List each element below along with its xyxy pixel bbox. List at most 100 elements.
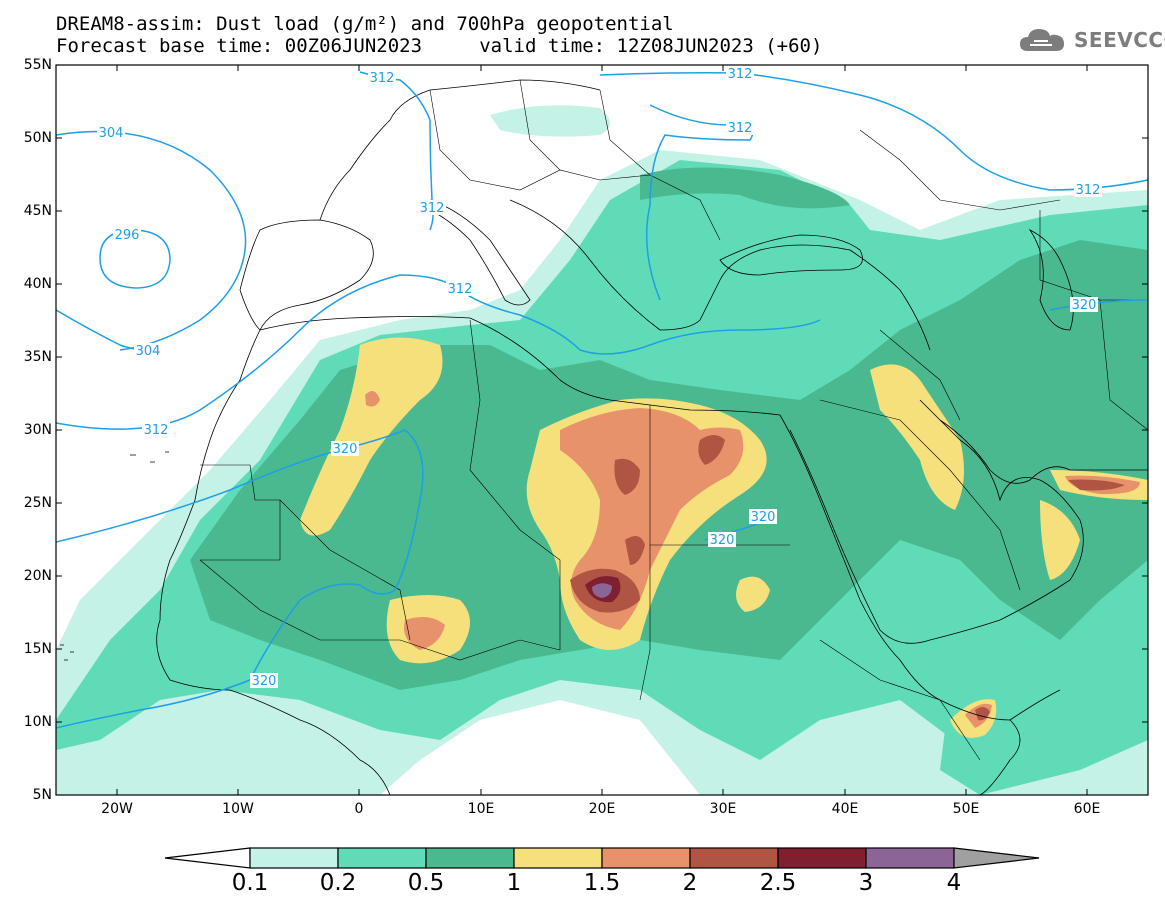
coastline-arabia <box>789 399 1084 644</box>
contour-label: 312 <box>446 281 474 297</box>
coastline-cape-verde <box>60 644 74 661</box>
coastline-italy <box>429 199 531 306</box>
lon-label: 60E <box>1073 801 1101 817</box>
contour-label-text: 304 <box>99 126 124 141</box>
coastline-iberia <box>239 219 374 331</box>
lon-label: 30E <box>709 801 737 817</box>
contour-label-text: 304 <box>136 344 161 359</box>
contour-label: 312 <box>726 66 754 82</box>
colorbar-segment <box>689 847 779 869</box>
dust-field-level-2-libya <box>614 458 640 495</box>
border-sahel <box>199 559 561 661</box>
coastline-north-africa <box>259 316 781 416</box>
lon-label: 50E <box>952 801 980 817</box>
dust-field-level-0.5-europe <box>640 167 850 209</box>
coastline-balkans <box>509 199 931 351</box>
dust-field-level-0.1-north <box>490 105 610 137</box>
coastlines <box>60 79 1148 795</box>
dust-field <box>56 105 1148 795</box>
dust-field-level-1-sudan <box>736 576 770 612</box>
border-europe-3 <box>599 89 721 241</box>
dust-field-level-1-oman <box>1040 500 1080 580</box>
lat-label: 20N <box>23 568 52 584</box>
coastline-caspian <box>1028 228 1074 331</box>
colorbar-segment <box>337 847 427 869</box>
colorbar-segment <box>601 847 691 869</box>
border-iran-afghan <box>1099 299 1148 431</box>
contour-label: 304 <box>134 343 162 359</box>
dust-field-level-0.2-east <box>940 610 1148 795</box>
lat-label: 15N <box>23 641 52 657</box>
lon-label: 10W <box>222 801 254 817</box>
axis-ticks <box>56 64 1148 796</box>
colorbar-segment <box>249 847 339 869</box>
coastline-canary <box>130 451 169 463</box>
contour-label-text: 312 <box>448 282 473 297</box>
contour-label: 304 <box>97 125 125 141</box>
contour-320-iran <box>1049 299 1148 311</box>
border-mauritania <box>200 464 281 561</box>
contour-label: 312 <box>368 70 396 86</box>
coastline-gulf <box>939 419 1148 484</box>
contour-label: 312 <box>1074 182 1102 198</box>
contour-label: 320 <box>749 509 777 525</box>
border-russia <box>859 129 1061 211</box>
dust-field-level-1-atlas <box>300 337 443 536</box>
contour-label: 296 <box>113 227 141 243</box>
colorbar-segment <box>777 847 867 869</box>
cloud-icon <box>1020 29 1064 51</box>
contour-label: 320 <box>708 532 736 548</box>
lat-ticks-right <box>1142 64 1148 796</box>
contour-312-europe <box>599 72 1148 191</box>
contour-label-text: 312 <box>420 201 445 216</box>
colorbar-label: 2 <box>682 870 698 896</box>
contour-label: 312 <box>726 120 754 136</box>
contour-label-text: 312 <box>728 121 753 136</box>
colorbar-under-arrow <box>164 847 251 869</box>
seevccc-logo: SEEVCCC <box>1018 22 1165 58</box>
dust-field-level-1.5-sahel <box>404 616 445 650</box>
lon-ticks-bottom <box>116 789 1088 795</box>
colorbar-label: 0.1 <box>231 870 269 896</box>
dust-field-level-2-gulf <box>1068 479 1125 491</box>
border-niger-chad <box>519 529 561 650</box>
border-ethiopia <box>819 639 981 761</box>
lat-label: 35N <box>23 349 52 365</box>
colorbar-label: 3 <box>858 870 874 896</box>
coastline-west-africa <box>156 289 391 795</box>
colorbar-segment <box>425 847 515 869</box>
map-title-line1: DREAM8-assim: Dust load (g/m²) and 700hP… <box>56 13 674 35</box>
border-arabia <box>819 399 1021 591</box>
lat-label: 30N <box>23 422 52 438</box>
colorbar-segment <box>865 847 955 869</box>
dust-field-level-0.1-south <box>56 690 380 795</box>
contour-320-west <box>56 429 424 729</box>
lat-label: 45N <box>23 203 52 219</box>
contour-label: 320 <box>331 441 359 457</box>
lon-label: 10E <box>467 801 495 817</box>
dust-field-level-1.5-atlas <box>365 391 380 407</box>
lat-ticks-left <box>56 64 62 796</box>
coastline-black-sea <box>719 234 863 276</box>
border-europe-1 <box>429 89 651 191</box>
border-chad-sudan <box>639 545 651 701</box>
dust-field-level-2-chad-north <box>625 536 645 565</box>
contour-label-text: 320 <box>333 442 358 457</box>
contour-label-text: 312 <box>370 71 395 86</box>
dust-field-level-3-chad <box>592 583 612 598</box>
contour-label: 312 <box>142 422 170 438</box>
map-title-line2: Forecast base time: 00Z06JUN2023 valid t… <box>56 35 823 57</box>
dust-field-level-2-libya-east <box>698 435 725 465</box>
colorbar-label: 4 <box>946 870 962 896</box>
lat-label: 50N <box>23 130 52 146</box>
contour-304-north <box>56 130 247 351</box>
colorbar-label: 2.5 <box>759 870 797 896</box>
border-algeria-libya <box>469 319 521 531</box>
lon-label: 20E <box>588 801 616 817</box>
colorbar-segment <box>513 847 603 869</box>
border-algeria-mali <box>279 499 411 641</box>
colorbar-over-arrow <box>953 847 1040 869</box>
lat-label: 5N <box>32 787 52 803</box>
colorbar-label: 0.5 <box>407 870 445 896</box>
contour-label-text: 296 <box>115 228 140 243</box>
